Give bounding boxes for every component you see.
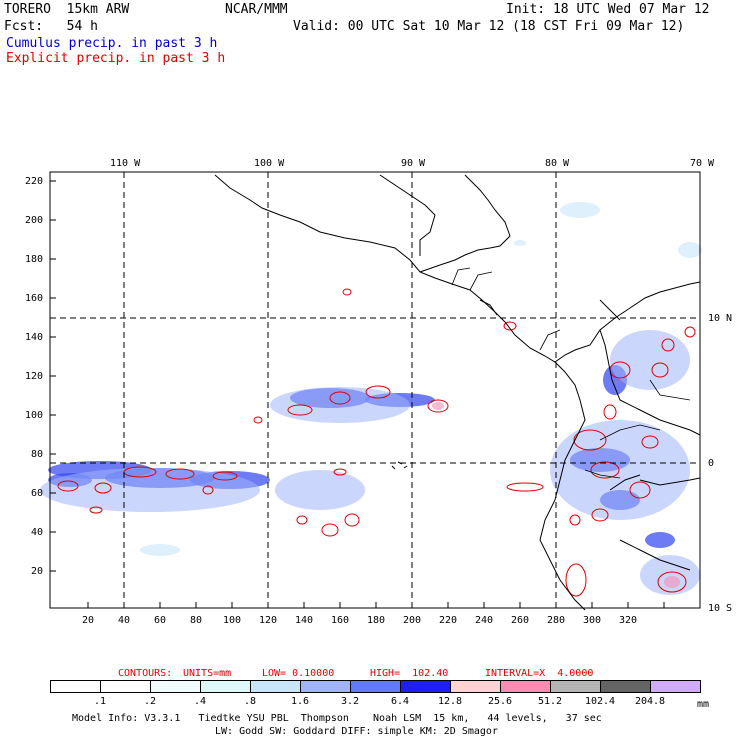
legend-label: 12.8 — [437, 696, 463, 707]
x-tick: 300 — [583, 615, 602, 626]
x-tick: 20 — [82, 615, 95, 626]
contour-high: HIGH= 102.40 — [370, 668, 449, 679]
lon-label-70w: 70 W — [690, 158, 715, 169]
legend-label: 3.2 — [340, 696, 360, 707]
y-tick: 100 — [25, 410, 44, 421]
y-tick: 80 — [31, 449, 44, 460]
legend-swatch — [601, 681, 651, 692]
x-tick: 140 — [295, 615, 314, 626]
legend-label: .1 — [93, 696, 107, 707]
legend-label: 102.4 — [584, 696, 616, 707]
model-title: TORERO 15km ARW — [4, 2, 130, 17]
y-tick: 40 — [31, 527, 44, 538]
legend-swatch — [101, 681, 151, 692]
x-tick: 100 — [223, 615, 242, 626]
forecast-hour: Fcst: 54 h — [4, 19, 98, 34]
explicit-precip-contours — [57, 288, 696, 597]
legend-swatch — [201, 681, 251, 692]
y-tick: 160 — [25, 293, 44, 304]
legend-swatch — [351, 681, 401, 692]
legend-label: 6.4 — [390, 696, 410, 707]
legend-label: .4 — [193, 696, 207, 707]
model-info: Model Info: V3.3.1 Tiedtke YSU PBL Thomp… — [72, 713, 602, 724]
legend-swatch — [301, 681, 351, 692]
valid-time: Valid: 00 UTC Sat 10 Mar 12 (18 CST Fri … — [293, 19, 685, 34]
contour-units: UNITS=mm — [183, 668, 232, 679]
contour-title: CONTOURS: — [118, 668, 173, 679]
legend-unit: mm — [697, 699, 710, 710]
x-tick: 280 — [547, 615, 566, 626]
country-borders — [451, 267, 691, 479]
lon-label-110w: 110 W — [110, 158, 141, 169]
legend-swatch — [451, 681, 501, 692]
legend-swatch — [501, 681, 551, 692]
axis-ticks — [50, 180, 665, 608]
coastlines — [214, 174, 701, 611]
y-tick: 120 — [25, 371, 44, 382]
legend-swatch — [401, 681, 451, 692]
x-tick: 160 — [331, 615, 350, 626]
lon-label-80w: 80 W — [545, 158, 570, 169]
legend-swatch — [251, 681, 301, 692]
org-label: NCAR/MMM — [225, 2, 288, 17]
x-tick: 120 — [259, 615, 278, 626]
legend-label: 1.6 — [290, 696, 310, 707]
lat-label-10s: 10 S — [708, 603, 733, 614]
legend-label: 204.8 — [634, 696, 666, 707]
x-tick: 80 — [190, 615, 203, 626]
contour-interval: INTERVAL=X 4.0000 — [485, 668, 594, 679]
map-frame — [49, 171, 701, 609]
explicit-field-label: Explicit precip. in past 3 h — [6, 51, 226, 66]
x-tick: 60 — [154, 615, 167, 626]
y-tick: 200 — [25, 215, 44, 226]
legend-label: .8 — [243, 696, 257, 707]
lat-label-0: 0 — [708, 458, 715, 469]
x-tick: 320 — [619, 615, 638, 626]
x-tick: 260 — [511, 615, 530, 626]
legend-swatch — [151, 681, 201, 692]
x-tick: 180 — [367, 615, 386, 626]
x-tick: 200 — [403, 615, 422, 626]
contour-low: LOW= 0.10000 — [262, 668, 335, 679]
y-tick: 60 — [31, 488, 44, 499]
model-physics: LW: Godd SW: Goddard DIFF: simple KM: 2D… — [215, 726, 498, 737]
legend-label: .2 — [143, 696, 157, 707]
legend-color-bar — [50, 680, 701, 693]
graticule — [50, 172, 700, 608]
init-time: Init: 18 UTC Wed 07 Mar 12 — [506, 2, 710, 17]
lat-label-10n: 10 N — [708, 313, 733, 324]
legend-label: 25.6 — [487, 696, 513, 707]
faint-precip-shading — [140, 202, 702, 556]
y-tick: 20 — [31, 566, 44, 577]
y-tick: 140 — [25, 332, 44, 343]
cumulus-field-label: Cumulus precip. in past 3 h — [6, 36, 218, 51]
lon-label-100w: 100 W — [254, 158, 285, 169]
legend-swatch — [651, 681, 700, 692]
light-precip-shading — [40, 330, 700, 595]
x-tick: 40 — [118, 615, 131, 626]
legend-label: 51.2 — [537, 696, 563, 707]
heavy-precip-shading — [432, 402, 680, 588]
y-tick: 180 — [25, 254, 44, 265]
x-tick: 220 — [439, 615, 458, 626]
y-tick: 220 — [25, 176, 44, 187]
x-tick: 240 — [475, 615, 494, 626]
legend-swatch — [551, 681, 601, 692]
lon-label-90w: 90 W — [401, 158, 426, 169]
legend-swatch — [51, 681, 101, 692]
